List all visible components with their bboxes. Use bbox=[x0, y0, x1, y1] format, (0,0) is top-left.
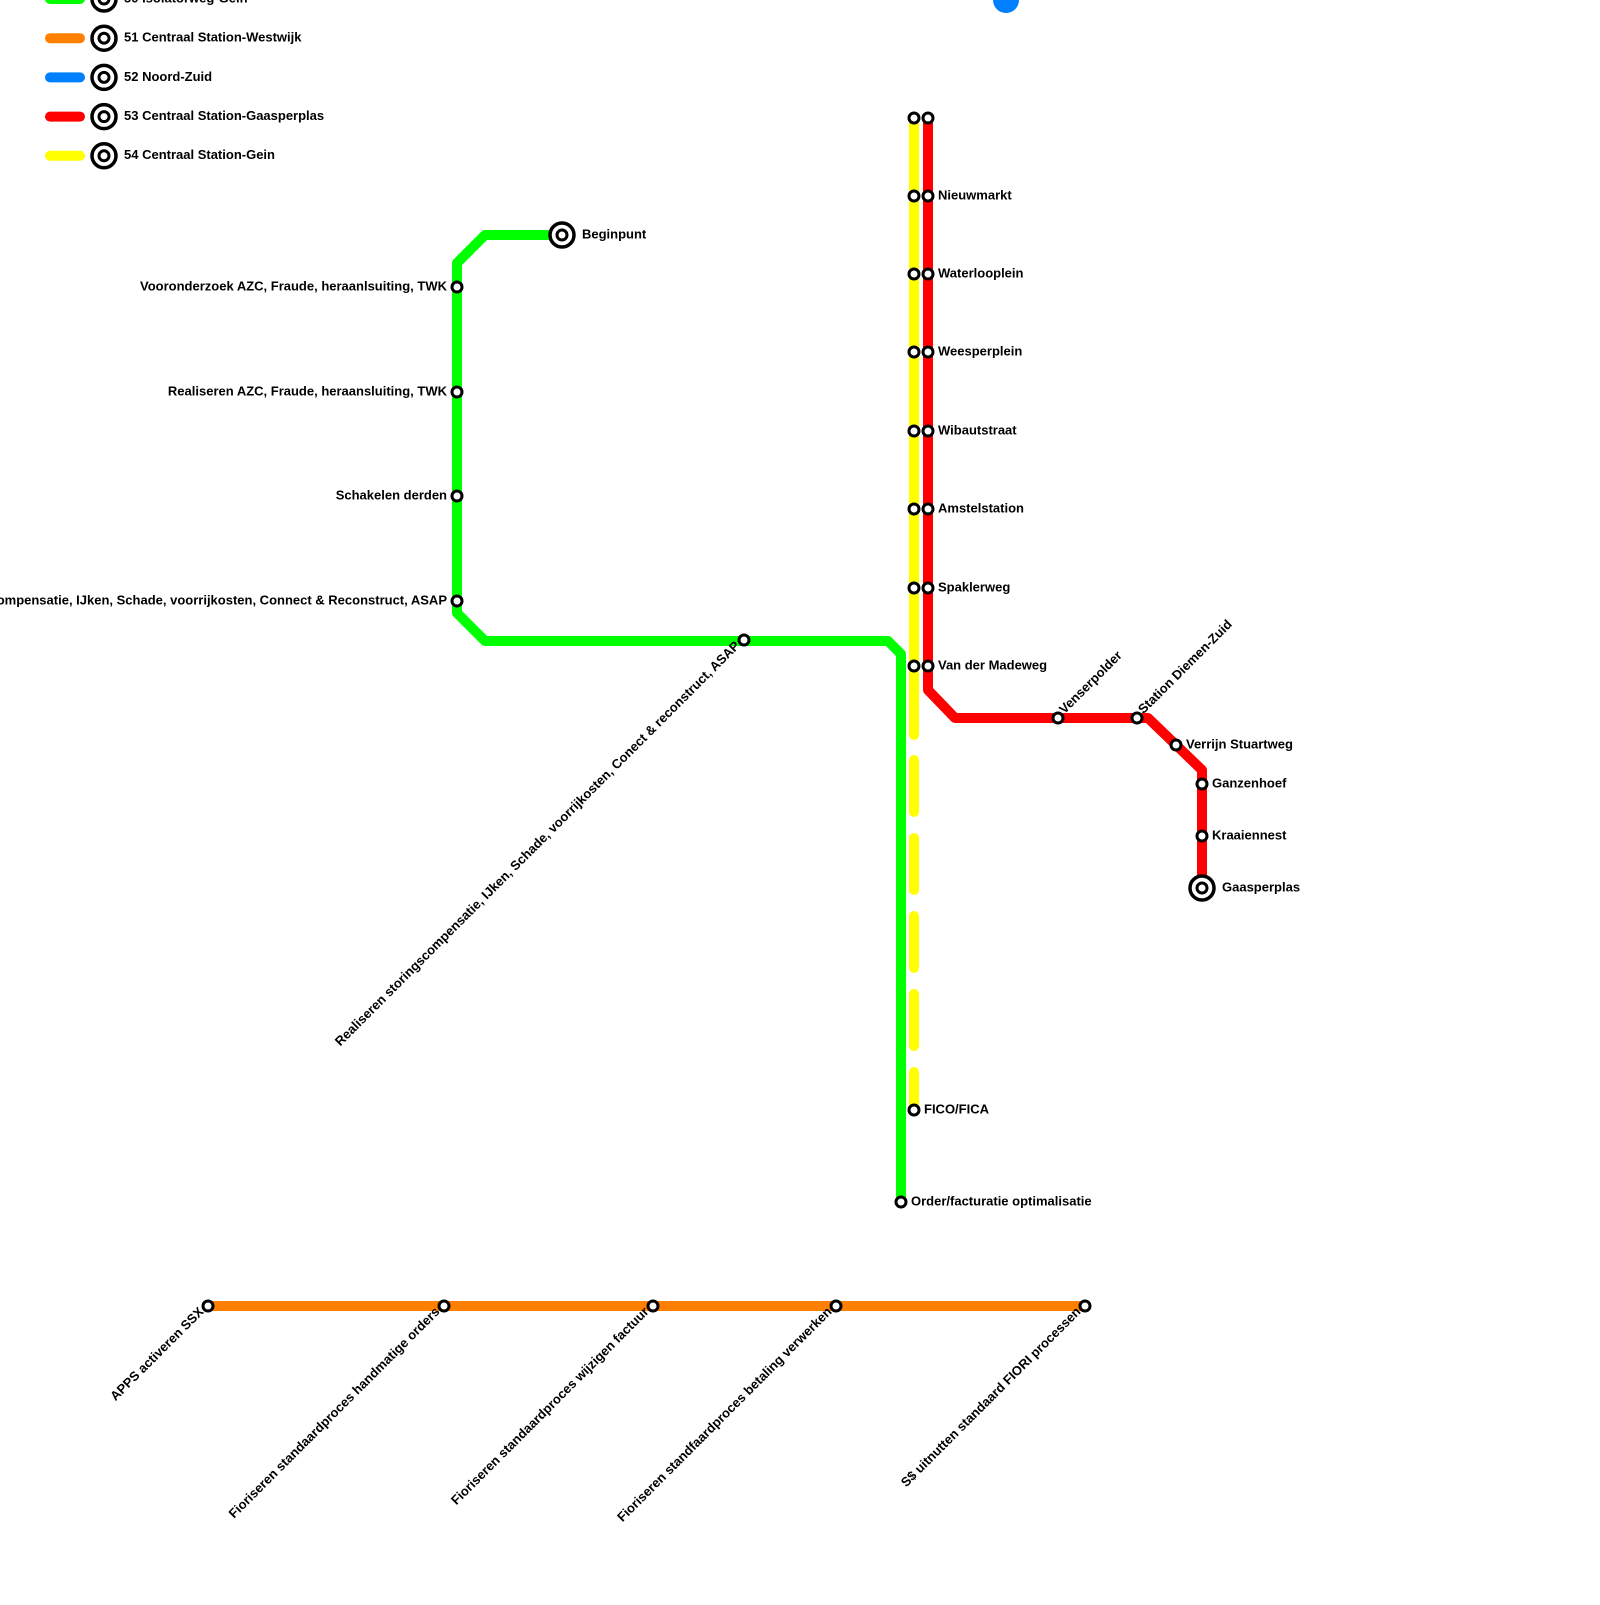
station bbox=[921, 659, 935, 673]
station bbox=[97, 70, 111, 84]
legend-label: 51 Centraal Station-Westwijk bbox=[124, 30, 302, 45]
station bbox=[555, 228, 569, 242]
station bbox=[907, 1103, 921, 1117]
legend-label: 52 Noord-Zuid bbox=[124, 69, 212, 84]
station bbox=[907, 424, 921, 438]
station-label: Amstelstation bbox=[938, 500, 1024, 515]
station bbox=[907, 345, 921, 359]
station-label: Vooronderzoek AZC, Fraude, heraanlsuitin… bbox=[140, 278, 448, 293]
station bbox=[907, 111, 921, 125]
station bbox=[894, 1195, 908, 1209]
station-label: Realiseren AZC, Fraude, heraansluiting, … bbox=[168, 383, 448, 398]
station bbox=[1130, 711, 1144, 725]
station-label: Fioriseren standaardproces wijzigen fact… bbox=[448, 1304, 652, 1508]
station-label: Beginpunt bbox=[582, 226, 647, 241]
station bbox=[1169, 738, 1183, 752]
station bbox=[907, 267, 921, 281]
station bbox=[450, 489, 464, 503]
station bbox=[907, 189, 921, 203]
station-label: Wibautstraat bbox=[938, 422, 1017, 437]
station bbox=[907, 659, 921, 673]
station-label: Fioriseren standfaardproces betaling ver… bbox=[614, 1304, 835, 1525]
station-label: Realiseren storingscompensatie, IJken, S… bbox=[0, 592, 447, 607]
station-label: Realiseren storingscompensatie, IJken, S… bbox=[332, 638, 743, 1049]
station bbox=[1078, 1299, 1092, 1313]
legend-label: 50 Isolatorweg-Gein bbox=[124, 0, 248, 5]
station bbox=[450, 594, 464, 608]
station bbox=[921, 345, 935, 359]
station bbox=[921, 581, 935, 595]
station bbox=[97, 31, 111, 45]
station bbox=[907, 502, 921, 516]
station-label: APPS activeren SSX bbox=[107, 1304, 207, 1404]
station bbox=[921, 424, 935, 438]
station-label: Station Diemen-Zuid bbox=[1135, 617, 1235, 717]
legend-label: 54 Centraal Station-Gein bbox=[124, 147, 275, 162]
station bbox=[907, 581, 921, 595]
station bbox=[1195, 881, 1209, 895]
station bbox=[646, 1299, 660, 1313]
station-label: FICO/FICA bbox=[924, 1101, 990, 1116]
station-label: Verrijn Stuartweg bbox=[1186, 736, 1293, 751]
blue-line-end bbox=[993, 0, 1019, 13]
station-label: Weesperplein bbox=[938, 343, 1022, 358]
station bbox=[97, 110, 111, 124]
station-label: Schakelen derden bbox=[336, 487, 447, 502]
legend-label: 53 Centraal Station-Gaasperplas bbox=[124, 108, 324, 123]
station-label: Nieuwmarkt bbox=[938, 187, 1012, 202]
station bbox=[1195, 829, 1209, 843]
station bbox=[829, 1299, 843, 1313]
green-line bbox=[452, 230, 906, 1207]
station bbox=[1195, 777, 1209, 791]
station bbox=[97, 149, 111, 163]
station-label: Ganzenhoef bbox=[1212, 775, 1287, 790]
station-label: S$ uitnutten standaard FIORI processen bbox=[898, 1304, 1084, 1490]
station bbox=[201, 1299, 215, 1313]
station-label: Order/facturatie optimalisatie bbox=[911, 1193, 1092, 1208]
station-label: Waterlooplein bbox=[938, 265, 1024, 280]
station bbox=[921, 111, 935, 125]
station bbox=[450, 280, 464, 294]
station bbox=[97, 0, 111, 6]
station-label: Venserpolder bbox=[1056, 648, 1125, 717]
station bbox=[921, 267, 935, 281]
station-label: Kraaiennest bbox=[1212, 827, 1287, 842]
station bbox=[450, 385, 464, 399]
station-label: Gaasperplas bbox=[1222, 879, 1300, 894]
station-label: Van der Madeweg bbox=[938, 657, 1047, 672]
station-label: Spaklerweg bbox=[938, 579, 1010, 594]
station bbox=[1051, 711, 1065, 725]
station bbox=[737, 633, 751, 647]
station bbox=[437, 1299, 451, 1313]
station bbox=[921, 189, 935, 203]
station-label: Fioriseren standaardproces handmatige or… bbox=[226, 1304, 443, 1521]
station bbox=[921, 502, 935, 516]
